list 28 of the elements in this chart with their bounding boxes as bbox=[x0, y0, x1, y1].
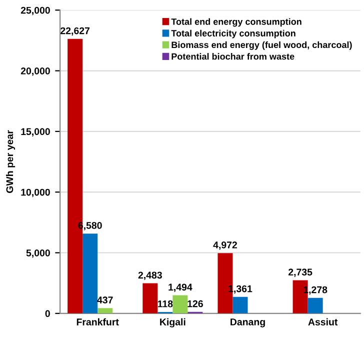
legend-label: Potential biochar from waste bbox=[172, 53, 294, 60]
bar bbox=[82, 234, 98, 314]
x-tick-label: Assiut bbox=[308, 318, 338, 326]
bar bbox=[232, 296, 248, 314]
data-label: 118 bbox=[158, 300, 173, 308]
x-tick-label: Kigali bbox=[160, 318, 186, 328]
legend-label: Biomass end energy (fuel wood, charcoal) bbox=[172, 41, 352, 50]
y-tick-label: 15,000 bbox=[21, 128, 50, 136]
data-label: 4,972 bbox=[213, 242, 237, 250]
bar bbox=[142, 283, 158, 314]
data-label: 1,494 bbox=[168, 284, 192, 292]
data-label: 2,483 bbox=[138, 272, 162, 280]
legend-label: Total electricity consumption bbox=[171, 30, 296, 38]
x-tick-label: Danang bbox=[230, 318, 265, 328]
y-axis-title: GWh per year bbox=[6, 130, 16, 193]
y-tick-label: 5,000 bbox=[26, 249, 50, 258]
legend-label: Total end energy consumption bbox=[171, 18, 302, 27]
y-tick-label: 0 bbox=[45, 310, 50, 318]
bar bbox=[98, 308, 113, 314]
data-label: 126 bbox=[188, 300, 203, 308]
y-tick-label: 20,000 bbox=[20, 68, 50, 76]
y-tick-label: 25,000 bbox=[20, 6, 50, 16]
bar bbox=[172, 295, 188, 314]
x-tick-label: Frankfurt bbox=[76, 318, 119, 326]
y-tick-label: 10,000 bbox=[21, 188, 50, 198]
data-label: 2,735 bbox=[288, 268, 312, 277]
data-label: 22,627 bbox=[60, 27, 90, 36]
bar bbox=[308, 298, 323, 314]
